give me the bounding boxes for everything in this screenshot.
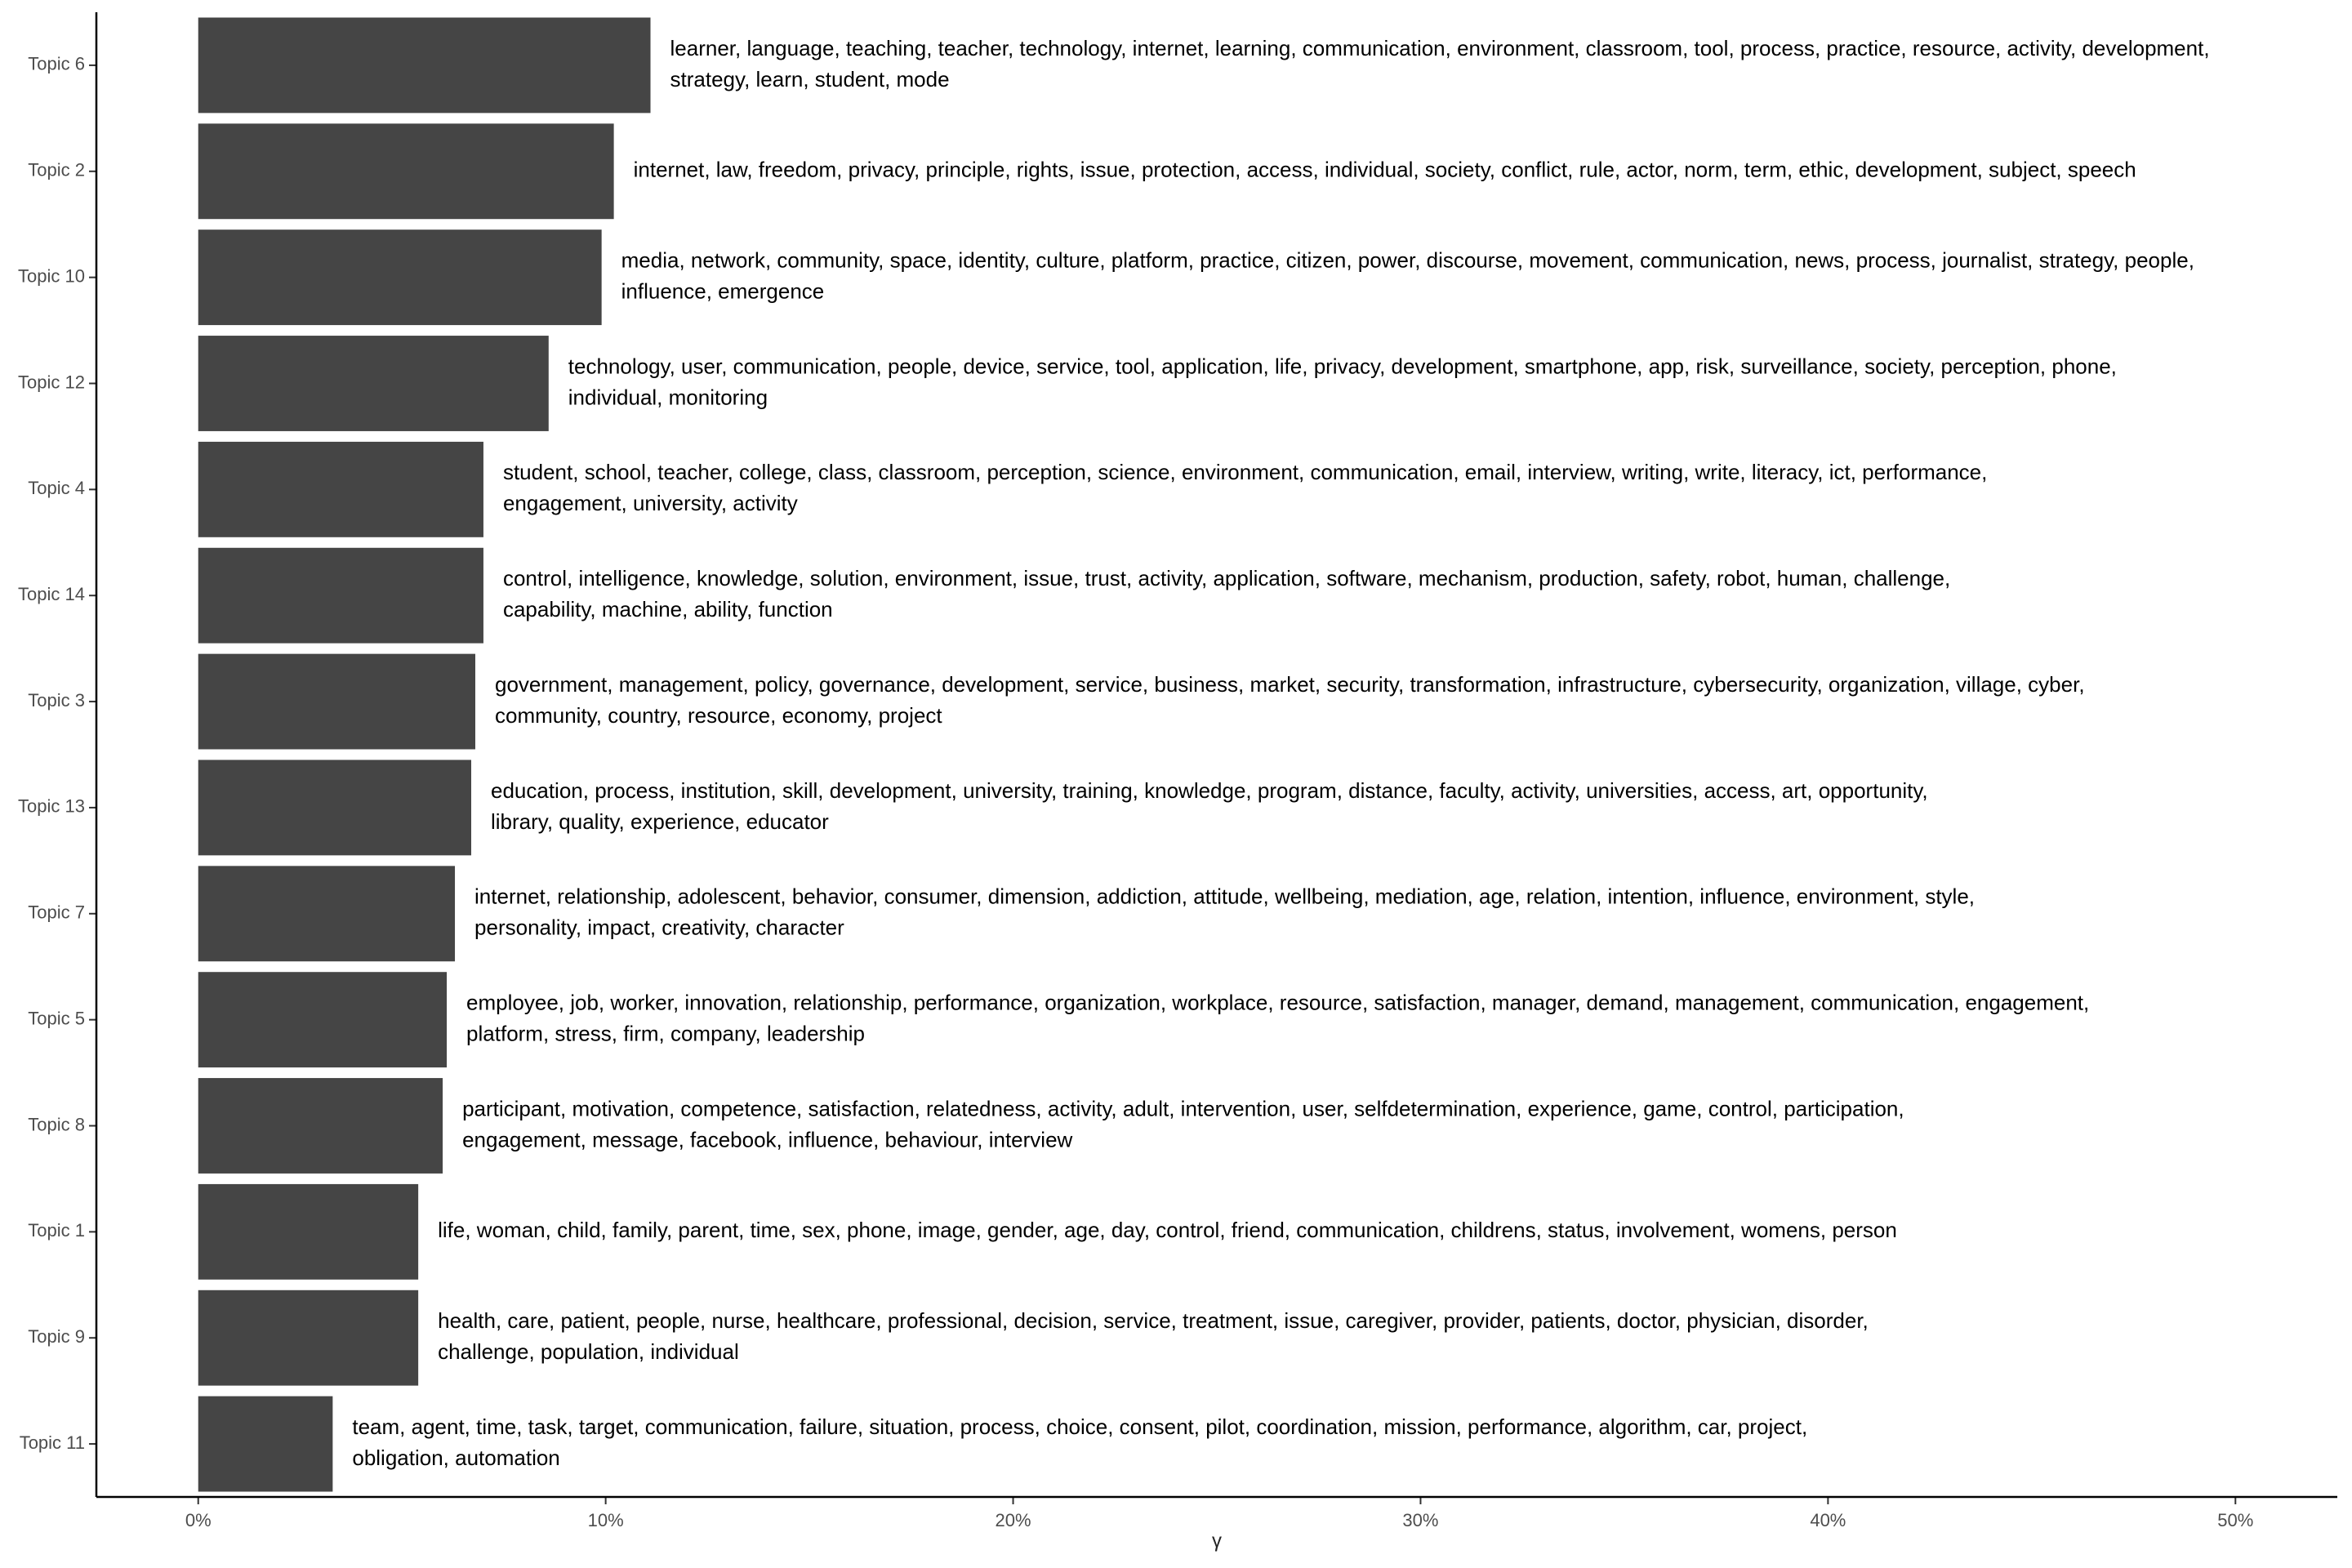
topic-terms: employee, job, worker, innovation, relat… (466, 991, 2089, 1015)
bar (198, 760, 471, 856)
topic-terms: individual, monitoring (568, 385, 768, 409)
bar (198, 1078, 443, 1174)
y-tick-label: Topic 5 (28, 1008, 85, 1028)
topic-terms: control, intelligence, knowledge, soluti… (503, 566, 1950, 590)
y-tick-label: Topic 13 (18, 796, 85, 817)
x-tick-label: 30% (1402, 1510, 1438, 1530)
y-tick-label: Topic 10 (18, 265, 85, 286)
y-tick-label: Topic 12 (18, 372, 85, 392)
topic-terms: education, process, institution, skill, … (491, 778, 1928, 803)
y-tick-label: Topic 7 (28, 902, 85, 923)
topic-terms: influence, emergence (621, 279, 825, 304)
topic-terms: participant, motivation, competence, sat… (462, 1096, 1904, 1120)
bar (198, 1396, 333, 1492)
y-tick-label: Topic 6 (28, 54, 85, 74)
topic-terms: challenge, population, individual (438, 1339, 739, 1364)
y-tick-label: Topic 9 (28, 1326, 85, 1347)
bar (198, 1290, 419, 1386)
topic-terms: community, country, resource, economy, p… (495, 703, 942, 728)
bar (198, 1183, 419, 1280)
x-tick-label: 50% (2217, 1510, 2253, 1530)
topic-terms: media, network, community, space, identi… (621, 248, 2194, 273)
x-tick-label: 10% (588, 1510, 624, 1530)
topic-terms: obligation, automation (352, 1446, 559, 1470)
topic-terms: government, management, policy, governan… (495, 672, 2085, 697)
y-tick-label: Topic 3 (28, 690, 85, 710)
bar (198, 547, 483, 644)
y-tick-label: Topic 4 (28, 478, 85, 498)
topic-terms: life, woman, child, family, parent, time… (438, 1218, 1897, 1242)
x-tick-label: 20% (996, 1510, 1031, 1530)
y-tick-label: Topic 1 (28, 1220, 85, 1241)
bar (198, 972, 448, 1068)
bar (198, 653, 475, 750)
topic-terms: engagement, message, facebook, influence… (462, 1127, 1072, 1152)
topic-terms: internet, law, freedom, privacy, princip… (634, 158, 2136, 182)
topic-terms: strategy, learn, student, mode (670, 67, 950, 91)
bar (198, 229, 602, 326)
bar (198, 123, 614, 220)
topic-terms: team, agent, time, task, target, communi… (352, 1414, 1807, 1439)
topic-terms: capability, machine, ability, function (503, 597, 833, 621)
topic-terms: student, school, teacher, college, class… (503, 460, 1987, 484)
bar (198, 336, 549, 431)
topic-terms: personality, impact, creativity, charact… (474, 915, 844, 940)
bar (198, 866, 456, 962)
topic-terms: technology, user, communication, people,… (568, 354, 2117, 378)
topic-terms: learner, language, teaching, teacher, te… (670, 36, 2210, 60)
topic-terms: library, quality, experience, educator (491, 809, 829, 834)
topic-terms: health, care, patient, people, nurse, he… (438, 1308, 1869, 1333)
y-tick-label: Topic 14 (18, 584, 85, 604)
y-tick-label: Topic 2 (28, 160, 85, 180)
topic-terms: platform, stress, firm, company, leaders… (466, 1022, 865, 1046)
bar (198, 441, 483, 537)
x-axis-label: γ (1212, 1530, 1222, 1552)
x-tick-label: 40% (1810, 1510, 1846, 1530)
topic-terms: engagement, university, activity (503, 491, 798, 515)
y-tick-label: Topic 11 (20, 1432, 85, 1453)
x-tick-label: 0% (185, 1510, 212, 1530)
bar (198, 17, 651, 114)
y-tick-label: Topic 8 (28, 1114, 85, 1134)
topic-terms: internet, relationship, adolescent, beha… (474, 884, 1975, 909)
